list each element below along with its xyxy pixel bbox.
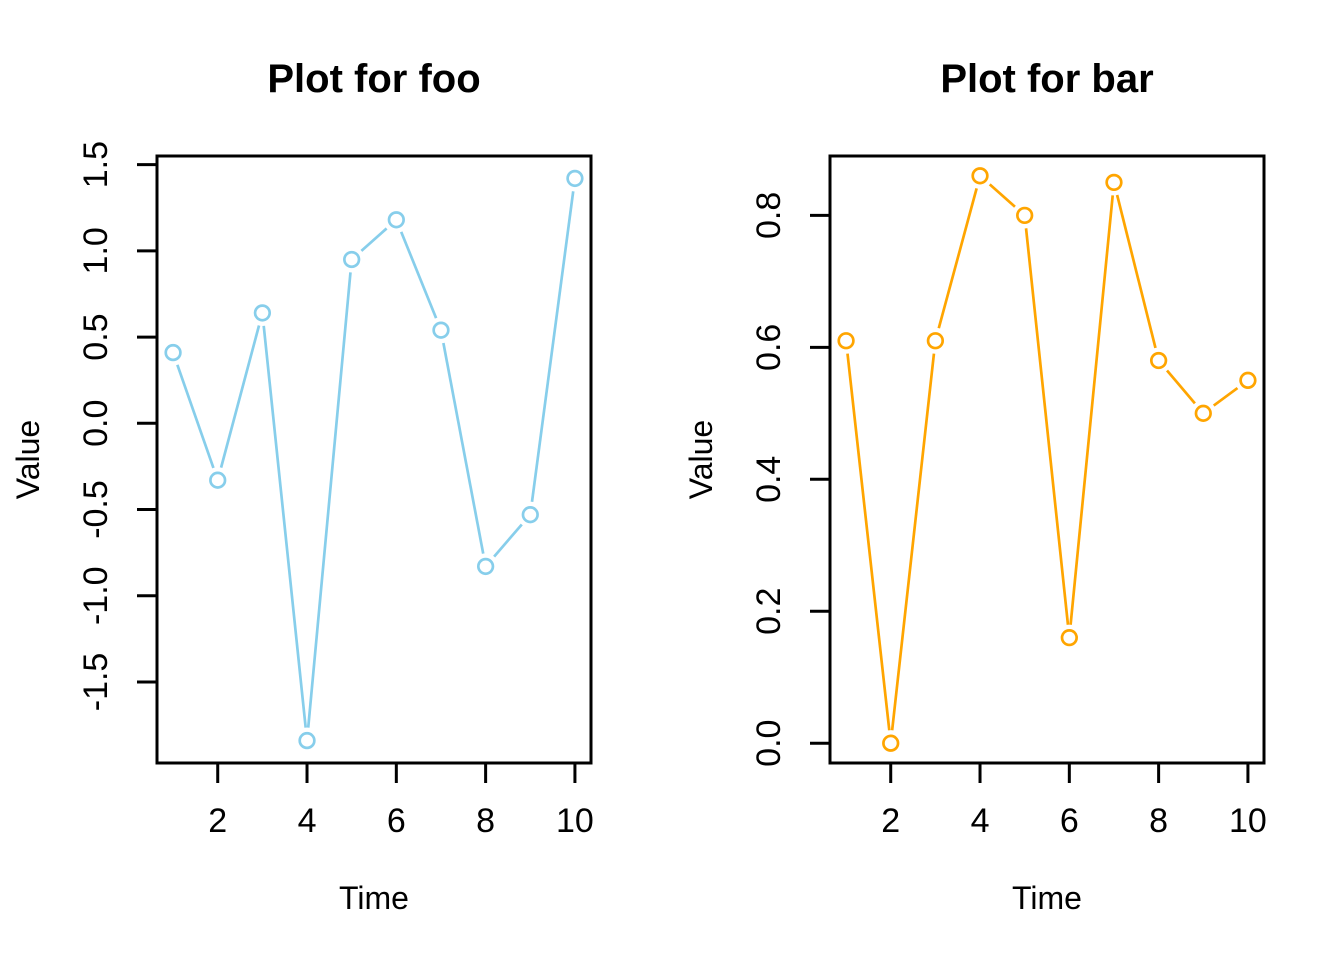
data-line-segment [219,325,261,468]
data-point-marker [926,332,945,350]
data-line-segment [988,183,1016,208]
y-axis-label: Value [10,420,46,499]
data-line-segment [890,353,936,731]
data-line-segment [493,523,523,558]
data-point-marker [1060,628,1078,647]
data-point-marker [837,332,855,350]
x-tick-label: 4 [971,802,990,840]
data-point-marker [521,506,539,524]
y-tick-label: 0.6 [750,324,788,371]
plot-box [155,154,593,765]
data-point-marker [343,250,361,269]
y-tick-label: 0.5 [77,313,115,360]
data-point-marker [1194,404,1212,422]
plot-title: Plot for foo [267,57,480,101]
data-point-marker [971,167,989,185]
data-point-marker [882,734,900,752]
plot-title: Plot for bar [940,57,1153,101]
x-tick-label: 2 [881,802,900,840]
x-tick-label: 10 [1229,802,1267,840]
data-line-segment [360,227,388,252]
plot-plot-for-foo: Plot for foo Time Value 2 4 6 8 10 -1.5 -1.0 -0.5 0… [10,57,594,916]
data-point-marker [1149,351,1168,370]
data-line-segment [1024,228,1070,625]
y-tick-label: 0.0 [750,720,788,767]
data-line-segment [306,272,352,728]
y-tick-label: 1.0 [77,227,115,274]
data-point-marker [209,471,227,489]
data-point-marker [1105,173,1123,192]
y-axis-label: Value [683,420,719,499]
y-tick-label: -0.5 [77,480,115,539]
data-line-segment [1115,194,1157,349]
y-tick-label: -1.0 [77,566,115,625]
data-point-marker [1016,206,1034,225]
x-tick-label: 6 [387,802,406,840]
data-line-segment [176,364,215,469]
data-point-marker [432,321,450,339]
x-tick-label: 2 [208,802,227,840]
data-point-marker [476,557,495,576]
data-line-segment [937,187,978,329]
plot-plot-for-bar: Plot for bar Time Value 2 4 6 8 10 0.0 0.2 0.4 0.6 0… [683,57,1267,916]
data-line-segment [442,342,485,554]
data-line-segment [262,325,308,728]
data-point-marker [164,343,182,362]
data-line-segment [399,231,438,319]
y-tick-label: 0.2 [750,588,788,635]
data-line-segment [1069,195,1115,625]
x-axis-label: Time [339,880,409,916]
data-line-segment [1165,369,1196,405]
data-line-segment [846,353,891,731]
x-axis-label: Time [1012,880,1082,916]
y-tick-label: 0.0 [77,400,115,447]
data-point-marker [387,211,405,229]
data-point-marker [1239,371,1257,389]
data-line-segment [1212,386,1239,407]
x-tick-label: 8 [476,802,495,840]
x-tick-label: 10 [556,802,594,840]
x-tick-label: 6 [1060,802,1079,840]
y-tick-label: 0.4 [750,456,788,503]
data-point-marker [298,731,316,750]
y-tick-label: -1.5 [77,653,115,712]
data-line-segment [530,191,575,502]
data-point-marker [566,169,584,188]
y-tick-label: 0.8 [750,192,788,239]
x-tick-label: 4 [298,802,317,840]
x-tick-label: 8 [1149,802,1168,840]
data-point-marker [253,304,272,322]
plot-box [828,154,1266,765]
y-tick-label: 1.5 [77,141,115,188]
